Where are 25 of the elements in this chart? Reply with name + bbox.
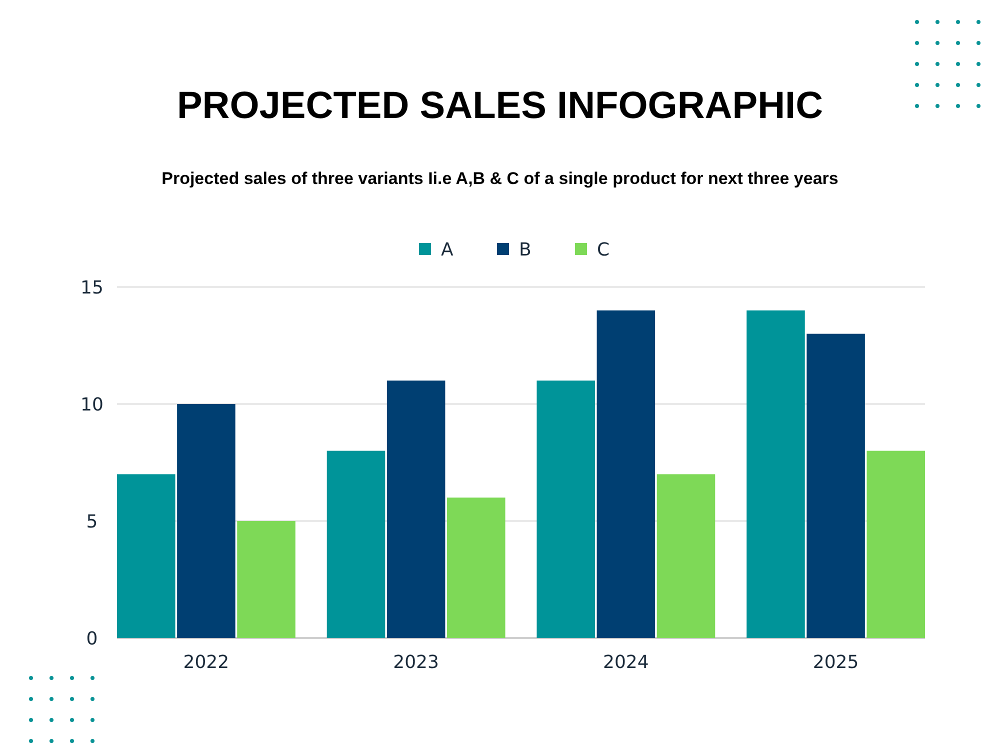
bar: [656, 474, 716, 638]
bar: [746, 310, 805, 638]
x-tick-label: 2023: [393, 652, 439, 673]
chart-subtitle: Projected sales of three variants Ii.e A,B & C of a single product for next three years: [162, 169, 838, 188]
bar: [326, 450, 386, 638]
x-tick-label: 2022: [183, 652, 230, 673]
bar: [866, 450, 925, 638]
x-tick-label: 2025: [812, 652, 859, 673]
bar: [447, 498, 506, 638]
bar: [117, 474, 176, 638]
y-tick-label: 10: [80, 394, 104, 416]
y-tick-label: 0: [86, 628, 98, 650]
bar: [177, 404, 236, 638]
legend-label: A: [441, 239, 454, 260]
y-tick-label: 15: [80, 277, 104, 298]
bar: [386, 380, 446, 638]
bar: [237, 521, 296, 638]
y-tick-label: 5: [86, 511, 98, 532]
bar: [806, 334, 865, 638]
bar: [596, 310, 656, 638]
chart-title: PROJECTED SALES INFOGRAPHIC: [176, 85, 824, 127]
legend-label: C: [597, 239, 610, 260]
legend-label: B: [519, 239, 532, 260]
x-tick-label: 2024: [603, 652, 649, 673]
bar: [536, 380, 595, 638]
